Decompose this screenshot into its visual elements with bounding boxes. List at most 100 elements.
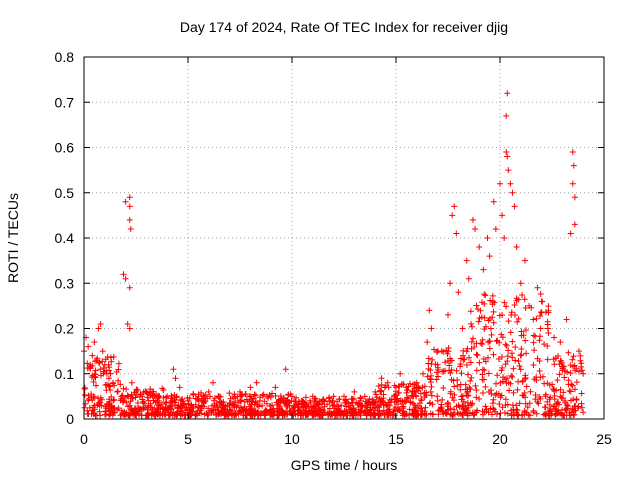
background-point [231,403,238,410]
background-point [503,303,510,310]
background-point [523,350,530,357]
background-point [270,408,277,415]
data-point [409,388,416,395]
data-point [289,393,295,400]
background-point [518,332,525,339]
background-point [427,376,434,383]
background-point [202,391,209,398]
background-point [248,401,255,408]
data-point [114,388,121,395]
data-point [455,289,462,296]
background-point [456,403,463,410]
background-point [115,366,122,373]
background-point [425,355,432,362]
data-point [563,316,570,323]
background-point [326,405,333,412]
background-point [473,340,480,347]
background-point [96,402,103,409]
background-point [468,320,475,327]
background-point [569,405,576,412]
background-point [464,371,471,378]
background-point [237,398,244,405]
background-point [392,412,399,419]
background-point [193,410,200,417]
background-point [324,410,331,417]
background-point [336,408,343,415]
background-point [459,402,466,409]
background-point [403,411,410,418]
background-point [97,366,104,373]
background-point [466,410,473,417]
background-point [531,376,538,383]
data-point [122,275,129,282]
background-point [565,349,572,356]
background-point [578,363,585,370]
background-point [326,394,333,401]
background-point [535,400,542,407]
data-point [469,216,476,223]
data-point [126,194,133,201]
background-point [84,365,91,372]
background-point [433,369,440,376]
background-point [467,386,474,393]
background-point [557,386,564,393]
data-point [126,284,133,291]
background-point [541,341,548,348]
background-point [476,359,483,366]
background-point [168,392,175,399]
data-point [378,375,385,382]
background-point [110,353,117,360]
background-point [343,408,350,415]
data-point [128,379,135,386]
background-point [150,388,157,395]
data-point [195,393,202,400]
background-point [192,401,199,408]
background-point [313,410,320,417]
data-point [143,388,150,395]
data-point [438,348,445,355]
background-point [320,407,327,414]
background-point [399,398,406,405]
data-point [361,393,368,400]
background-point [522,337,529,344]
background-point [481,291,488,298]
background-point [530,339,537,346]
background-point [489,301,496,308]
background-point [329,397,336,404]
background-point [505,347,512,354]
background-point [425,365,432,372]
data-point [103,370,110,377]
background-point [444,350,451,357]
data-point [449,212,456,219]
background-point [517,352,524,359]
background-point [467,359,474,366]
data-point [428,325,435,332]
background-point [519,392,526,399]
data-point [120,271,127,278]
background-point [506,387,513,394]
background-point [523,383,530,390]
y-axis-title: ROTI / TECUs [5,193,21,283]
background-point [510,389,517,396]
background-point [468,323,475,330]
background-point [231,412,238,419]
background-point [421,383,428,390]
background-point [118,407,125,414]
background-point [251,412,258,419]
background-point [466,384,473,391]
background-point [215,407,222,414]
background-point [568,381,575,388]
data-point [484,235,491,241]
data-point [413,379,420,386]
background-point [105,405,112,412]
background-point [115,360,122,367]
background-point [473,387,480,394]
data-point [247,384,254,391]
data-point [216,393,223,400]
background-point [566,387,573,394]
background-point [394,401,401,408]
data-point [372,388,379,395]
data-point [551,334,558,341]
background-point [541,380,548,387]
background-point [106,364,113,371]
